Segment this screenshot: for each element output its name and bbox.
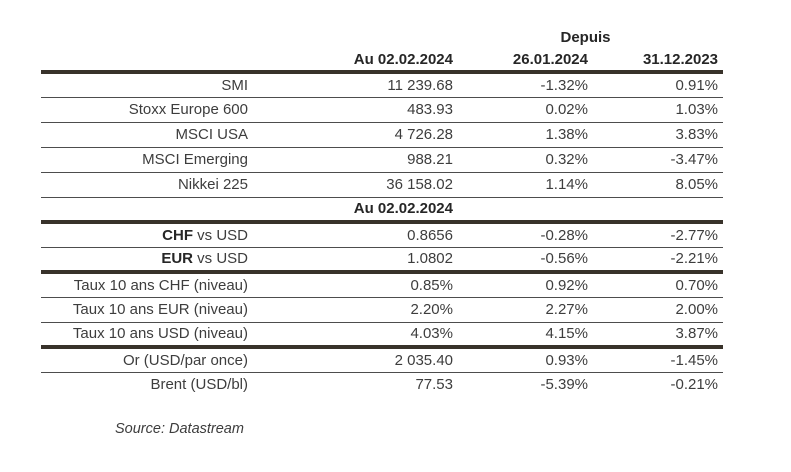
table-row-taux-10-ans-eur: Taux 10 ans EUR (niveau) 2.20% 2.27% 2.0… [41, 297, 724, 323]
row-label: Taux 10 ans CHF (niveau) [41, 272, 248, 298]
row-label: Stoxx Europe 600 [41, 97, 248, 123]
row-value: 988.21 [248, 147, 453, 173]
row-change-1: 4.15% [453, 322, 588, 349]
date-header-row: Au 02.02.2024 26.01.2024 31.12.2023 [41, 48, 724, 74]
row-change-1: 0.02% [453, 97, 588, 123]
row-label: Or (USD/par once) [41, 347, 248, 373]
mid-header-row: Au 02.02.2024 [41, 197, 724, 224]
row-value: 1.0802 [248, 247, 453, 274]
currency-pair-rest: vs USD [192, 250, 248, 268]
row-label: Brent (USD/bl) [150, 376, 248, 394]
mid-header-spacer [588, 197, 724, 224]
row-change-1: 0.32% [453, 147, 588, 173]
table-row-smi: SMI 11 239.68 -1.32% 0.91% [41, 72, 724, 98]
row-value: 483.93 [248, 97, 453, 123]
table-row-stoxx-europe-600: Stoxx Europe 600 483.93 0.02% 1.03% [41, 97, 724, 123]
table-row-brent: Brent (USD/bl) 77.53 -5.39% -0.21% [41, 372, 723, 397]
mid-header-value-date: Au 02.02.2024 [248, 197, 453, 224]
currency-pair-rest: vs USD [192, 226, 248, 244]
row-change-1: 1.38% [453, 122, 588, 148]
row-change-2: -2.77% [588, 222, 724, 248]
row-change-2: 8.05% [588, 172, 724, 198]
row-label: SMI [41, 72, 248, 98]
row-label: EUR vs USD [41, 247, 248, 274]
row-change-1: 2.27% [453, 297, 588, 323]
depuis-header-row: Depuis [41, 26, 723, 48]
mid-header-spacer [453, 197, 588, 224]
table-row-eur-vs-usd: EUR vs USD 1.0802 -0.56% -2.21% [41, 247, 724, 274]
row-change-1: 0.93% [453, 347, 588, 373]
table-row-taux-10-ans-usd: Taux 10 ans USD (niveau) 4.03% 4.15% 3.8… [41, 322, 724, 349]
row-change-2: 2.00% [588, 297, 724, 323]
table-row-msci-usa: MSCI USA 4 726.28 1.38% 3.83% [41, 122, 724, 148]
mid-header-spacer [41, 197, 248, 224]
row-change-2: 3.83% [588, 122, 724, 148]
row-label: MSCI Emerging [41, 147, 248, 173]
row-label: CHF vs USD [41, 222, 248, 248]
col-header-value-date: Au 02.02.2024 [248, 48, 453, 74]
row-change-2: 0.91% [588, 72, 724, 98]
col-header-change-31-12: 31.12.2023 [588, 48, 724, 74]
row-value: 0.85% [248, 272, 453, 298]
source-note: Source: Datastream [115, 421, 244, 437]
row-change-1: -0.56% [453, 247, 588, 274]
row-change-1: 1.14% [453, 172, 588, 198]
market-data-table: Depuis Au 02.02.2024 26.01.2024 31.12.20… [41, 26, 724, 397]
row-change-2: 0.70% [588, 272, 724, 298]
table-row-or: Or (USD/par once) 2 035.40 0.93% -1.45% [41, 347, 724, 373]
row-label: Taux 10 ans EUR (niveau) [41, 297, 248, 323]
row-value: 2.20% [248, 297, 453, 323]
table-body: SMI 11 239.68 -1.32% 0.91% Stoxx Europe … [41, 72, 724, 397]
row-label: Taux 10 ans USD (niveau) [41, 322, 248, 349]
row-change-2: -2.21% [588, 247, 724, 274]
col-header-change-26-01: 26.01.2024 [453, 48, 588, 74]
depuis-label: Depuis [560, 28, 611, 46]
row-change-1: 0.92% [453, 272, 588, 298]
row-value: 4.03% [248, 322, 453, 349]
table-row-nikkei-225: Nikkei 225 36 158.02 1.14% 8.05% [41, 172, 724, 198]
row-change-2: 1.03% [588, 97, 724, 123]
table-row-msci-emerging: MSCI Emerging 988.21 0.32% -3.47% [41, 147, 724, 173]
header-spacer [41, 48, 248, 74]
row-change-2: -3.47% [588, 147, 724, 173]
row-value: 0.8656 [248, 222, 453, 248]
row-change-2: -1.45% [588, 347, 724, 373]
row-change-1: -0.28% [453, 222, 588, 248]
currency-code: CHF [162, 226, 193, 244]
currency-code: EUR [161, 250, 193, 268]
row-value: 11 239.68 [248, 72, 453, 98]
header-spacer [41, 26, 453, 48]
row-value: 77.53 [415, 376, 453, 394]
row-change-2: -0.21% [670, 376, 719, 394]
table-row-chf-vs-usd: CHF vs USD 0.8656 -0.28% -2.77% [41, 222, 724, 248]
row-value: 2 035.40 [248, 347, 453, 373]
table-row-taux-10-ans-chf: Taux 10 ans CHF (niveau) 0.85% 0.92% 0.7… [41, 272, 724, 298]
row-value: 4 726.28 [248, 122, 453, 148]
row-label: Nikkei 225 [41, 172, 248, 198]
row-change-2: 3.87% [588, 322, 724, 349]
row-change-1: -5.39% [540, 376, 588, 394]
row-label: MSCI USA [41, 122, 248, 148]
table-header: Depuis Au 02.02.2024 26.01.2024 31.12.20… [41, 26, 724, 74]
row-change-1: -1.32% [453, 72, 588, 98]
row-value: 36 158.02 [248, 172, 453, 198]
